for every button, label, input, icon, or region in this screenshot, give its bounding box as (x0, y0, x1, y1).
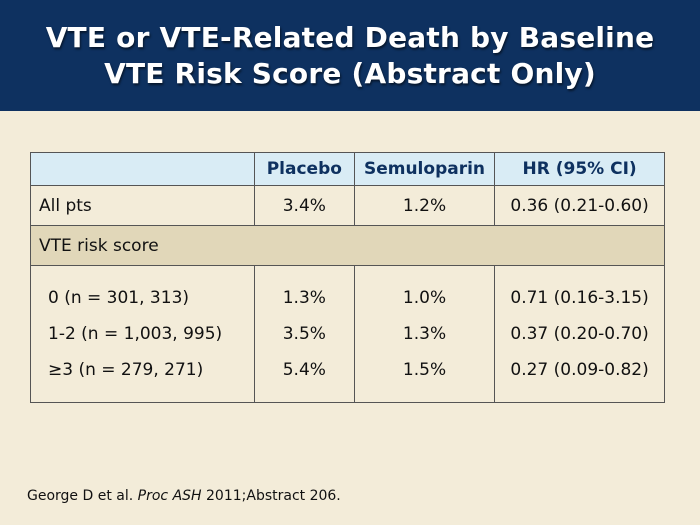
citation-details: 2011;Abstract 206. (206, 488, 341, 504)
all-pts-hr: 0.36 (0.21-0.60) (494, 185, 665, 226)
table-row-all-pts: All pts 3.4% 1.2% 0.36 (0.21-0.60) (30, 185, 665, 226)
header-cell-placebo: Placebo (253, 152, 355, 186)
subgroup-label: 1-2 (n = 1,003, 995) (48, 324, 223, 344)
title-bar: VTE or VTE-Related Death by Baseline VTE… (0, 0, 700, 111)
subgroup-label: 0 (n = 301, 313) (48, 288, 190, 308)
subgroup-semuloparin: 1.3% (402, 324, 447, 344)
table-row-section: VTE risk score (30, 225, 665, 266)
table-header-row: Placebo Semuloparin HR (95% CI) (30, 152, 665, 186)
header-cell-hr: HR (95% CI) (494, 152, 665, 186)
subgroup-semuloparin: 1.5% (402, 360, 447, 380)
title-line-2: VTE Risk Score (Abstract Only) (104, 56, 596, 90)
subgroup-placebo: 3.5% (282, 324, 326, 344)
header-cell-semuloparin: Semuloparin (353, 152, 496, 186)
subgroup-semuloparin-cell: 1.0% 1.3% 1.5% (353, 265, 496, 403)
citation: George D et al. Proc ASH 2011;Abstract 2… (27, 488, 341, 504)
subgroup-hr: 0.71 (0.16-3.15) (510, 288, 649, 308)
subgroup-label: ≥3 (n = 279, 271) (48, 360, 204, 380)
header-cell-blank (30, 152, 255, 186)
all-pts-placebo: 3.4% (253, 185, 355, 226)
subgroup-semuloparin: 1.0% (402, 288, 447, 308)
subgroup-hr: 0.27 (0.09-0.82) (510, 360, 649, 380)
subgroup-placebo: 1.3% (282, 288, 326, 308)
subgroup-placebo: 5.4% (282, 360, 326, 380)
citation-authors: George D et al. (27, 488, 134, 504)
subgroup-hr: 0.37 (0.20-0.70) (510, 324, 649, 344)
subgroup-hr-cell: 0.71 (0.16-3.15) 0.37 (0.20-0.70) 0.27 (… (494, 265, 665, 403)
subgroup-labels-cell: 0 (n = 301, 313) 1-2 (n = 1,003, 995) ≥3… (30, 265, 255, 403)
table-row-subgroups: 0 (n = 301, 313) 1-2 (n = 1,003, 995) ≥3… (30, 265, 665, 403)
all-pts-label: All pts (30, 185, 255, 226)
subgroup-placebo-cell: 1.3% 3.5% 5.4% (253, 265, 355, 403)
title-line-1: VTE or VTE-Related Death by Baseline (45, 20, 655, 54)
results-table: Placebo Semuloparin HR (95% CI) All pts … (30, 152, 665, 403)
section-label: VTE risk score (30, 225, 665, 266)
citation-journal: Proc ASH (137, 488, 202, 504)
all-pts-semuloparin: 1.2% (353, 185, 496, 226)
